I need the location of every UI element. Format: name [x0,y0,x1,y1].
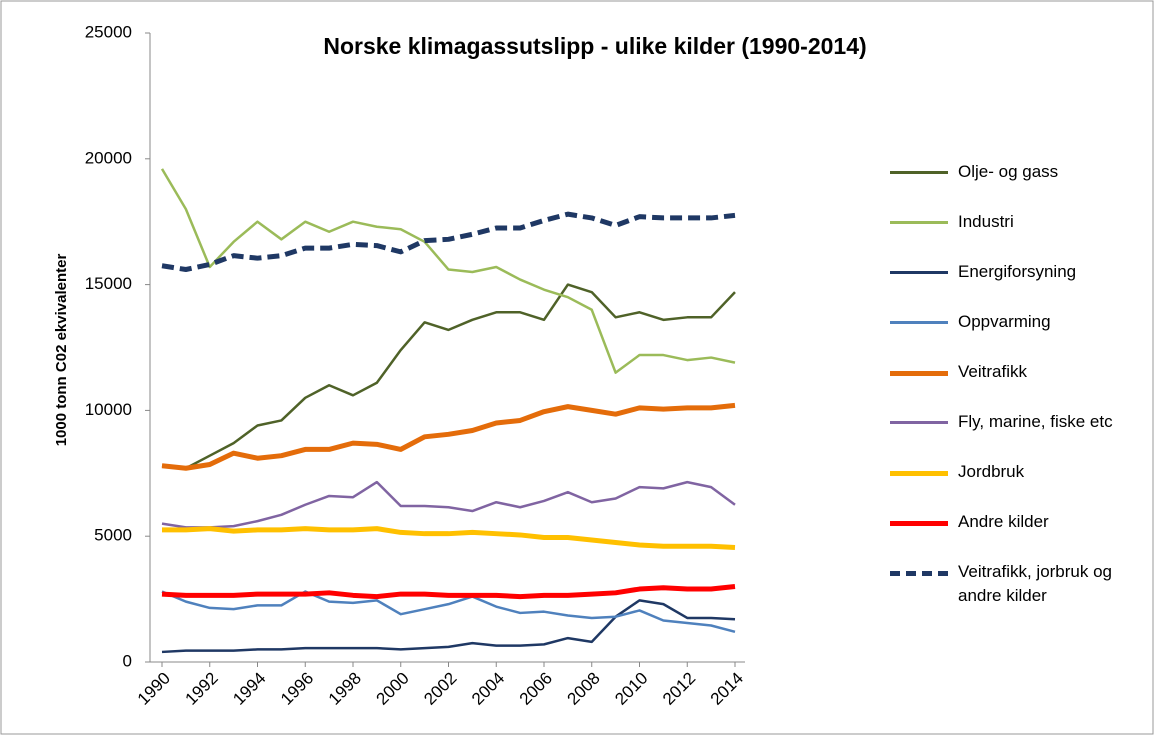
series-line [160,168,736,374]
y-axis-label: 1000 tonn C02 ekvivalenter [53,254,70,447]
legend-label: Fly, marine, fiske etc [958,412,1113,431]
legend-swatch [890,571,948,576]
legend-item: Industri [890,210,1143,234]
legend-item: Energiforsyning [890,260,1143,284]
legend: Olje- og gass Industri Energiforsyning Oppv… [890,160,1150,634]
legend-swatch [890,321,948,324]
series-line [161,584,736,600]
legend-label: Olje- og gass [958,162,1059,181]
series-line [161,599,736,654]
series-line [161,283,736,470]
legend-label: Jordbruk [958,462,1025,481]
legend-label: Energiforsyning [958,262,1077,281]
series-line [162,526,736,551]
x-tick-label: 1996 [277,669,317,709]
legend-label: Industri [958,212,1014,231]
series-line [161,402,736,471]
legend-swatch [890,221,948,224]
legend-swatch [890,171,948,174]
legend-label: Veitrafikk [958,362,1027,381]
series-line [161,590,736,634]
legend-swatch [890,371,948,376]
x-tick-label: 1990 [134,669,174,709]
legend-swatch [890,271,948,274]
legend-label: Veitrafikk, jorbruk og andre kilder [958,562,1113,605]
x-tick-label: 1994 [229,669,269,709]
x-tick-label: 2000 [373,669,413,709]
series-line [161,211,736,273]
y-tick-label: 15000 [85,274,132,293]
y-tick-label: 25000 [85,22,132,41]
x-tick-label: 2014 [707,669,747,709]
x-tick-label: 1992 [182,669,222,709]
x-tick-label: 1998 [325,669,365,709]
x-tick-label: 2006 [516,669,556,709]
x-tick-label: 2008 [564,669,604,709]
legend-item: Andre kilder [890,510,1143,534]
legend-swatch [890,471,948,476]
y-tick-label: 5000 [94,526,132,545]
legend-item: Jordbruk [890,460,1143,484]
chart-title: Norske klimagassutslipp - ulike kilder (… [323,33,866,59]
x-tick-label: 2004 [468,669,508,709]
x-tick-label: 2002 [420,669,460,709]
y-tick-label: 0 [123,651,132,670]
legend-item: Fly, marine, fiske etc [890,410,1143,434]
x-tick-label: 2010 [611,669,651,709]
y-tick-label: 10000 [85,400,132,419]
series-line [161,480,736,529]
legend-label: Oppvarming [958,312,1051,331]
y-tick-label: 20000 [85,148,132,167]
legend-item: Oppvarming [890,310,1143,334]
legend-item: Olje- og gass [890,160,1143,184]
legend-label: Andre kilder [958,512,1049,531]
x-tick-label: 2012 [659,669,699,709]
legend-swatch [890,521,948,526]
legend-swatch [890,421,948,424]
legend-item: Veitrafikk [890,360,1143,384]
legend-item: Veitrafikk, jorbruk og andre kilder [890,560,1143,608]
